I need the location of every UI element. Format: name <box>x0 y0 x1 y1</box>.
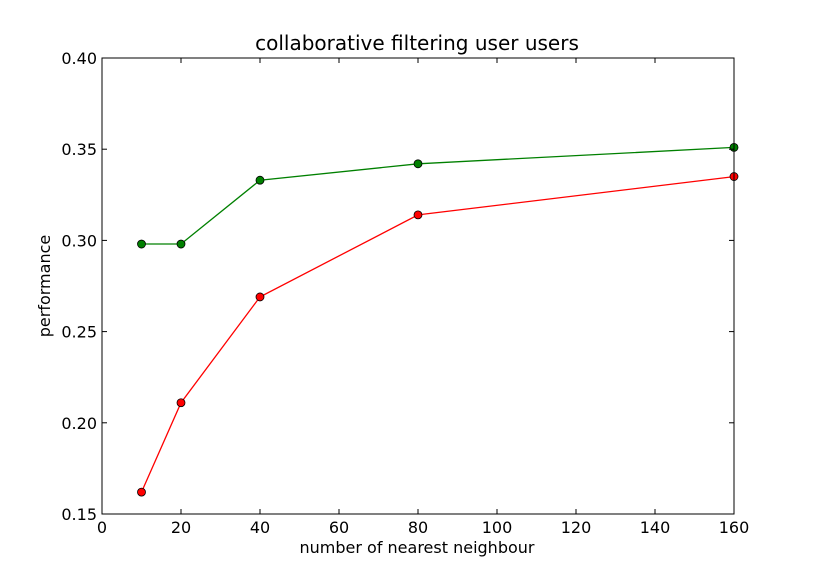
x-tick-label: 60 <box>329 518 349 537</box>
series-2-point <box>176 398 186 408</box>
y-tick-label: 0.40 <box>61 49 97 68</box>
chart-title: collaborative filtering user users <box>255 31 579 55</box>
plot-frame <box>101 57 735 515</box>
x-tick-label: 140 <box>640 518 671 537</box>
y-tick-label: 0.20 <box>61 414 97 433</box>
series-2-point <box>137 487 146 497</box>
y-tick-label: 0.25 <box>61 323 97 342</box>
x-tick-label: 80 <box>408 518 428 537</box>
series-2-point <box>255 292 265 302</box>
x-tick-label: 0 <box>97 518 107 537</box>
axis-ticks: 0 20 40 60 80 100 120 140 160 0.15 0.20 0.25 0.30 0.3… <box>61 49 749 537</box>
x-tick-label: 40 <box>250 518 270 537</box>
y-tick-label: 0.35 <box>61 140 97 159</box>
y-tick-label: 0.15 <box>61 505 97 524</box>
y-tick-label: 0.30 <box>61 231 97 250</box>
series-1-point <box>176 239 186 249</box>
series-line-1 <box>141 146 735 245</box>
x-tick-label: 160 <box>719 518 750 537</box>
x-tick-label: 100 <box>482 518 513 537</box>
series-line-2 <box>140 175 735 493</box>
x-tick-label: 20 <box>171 518 191 537</box>
series-1-point <box>255 175 265 185</box>
series-2-point <box>413 210 423 220</box>
series-1-point <box>137 239 146 249</box>
series-1-point <box>413 159 423 169</box>
x-axis-label: number of nearest neighbour <box>300 538 535 557</box>
x-tick-label: 120 <box>561 518 592 537</box>
plot-series <box>137 142 739 497</box>
y-axis-label: performance <box>35 235 54 337</box>
